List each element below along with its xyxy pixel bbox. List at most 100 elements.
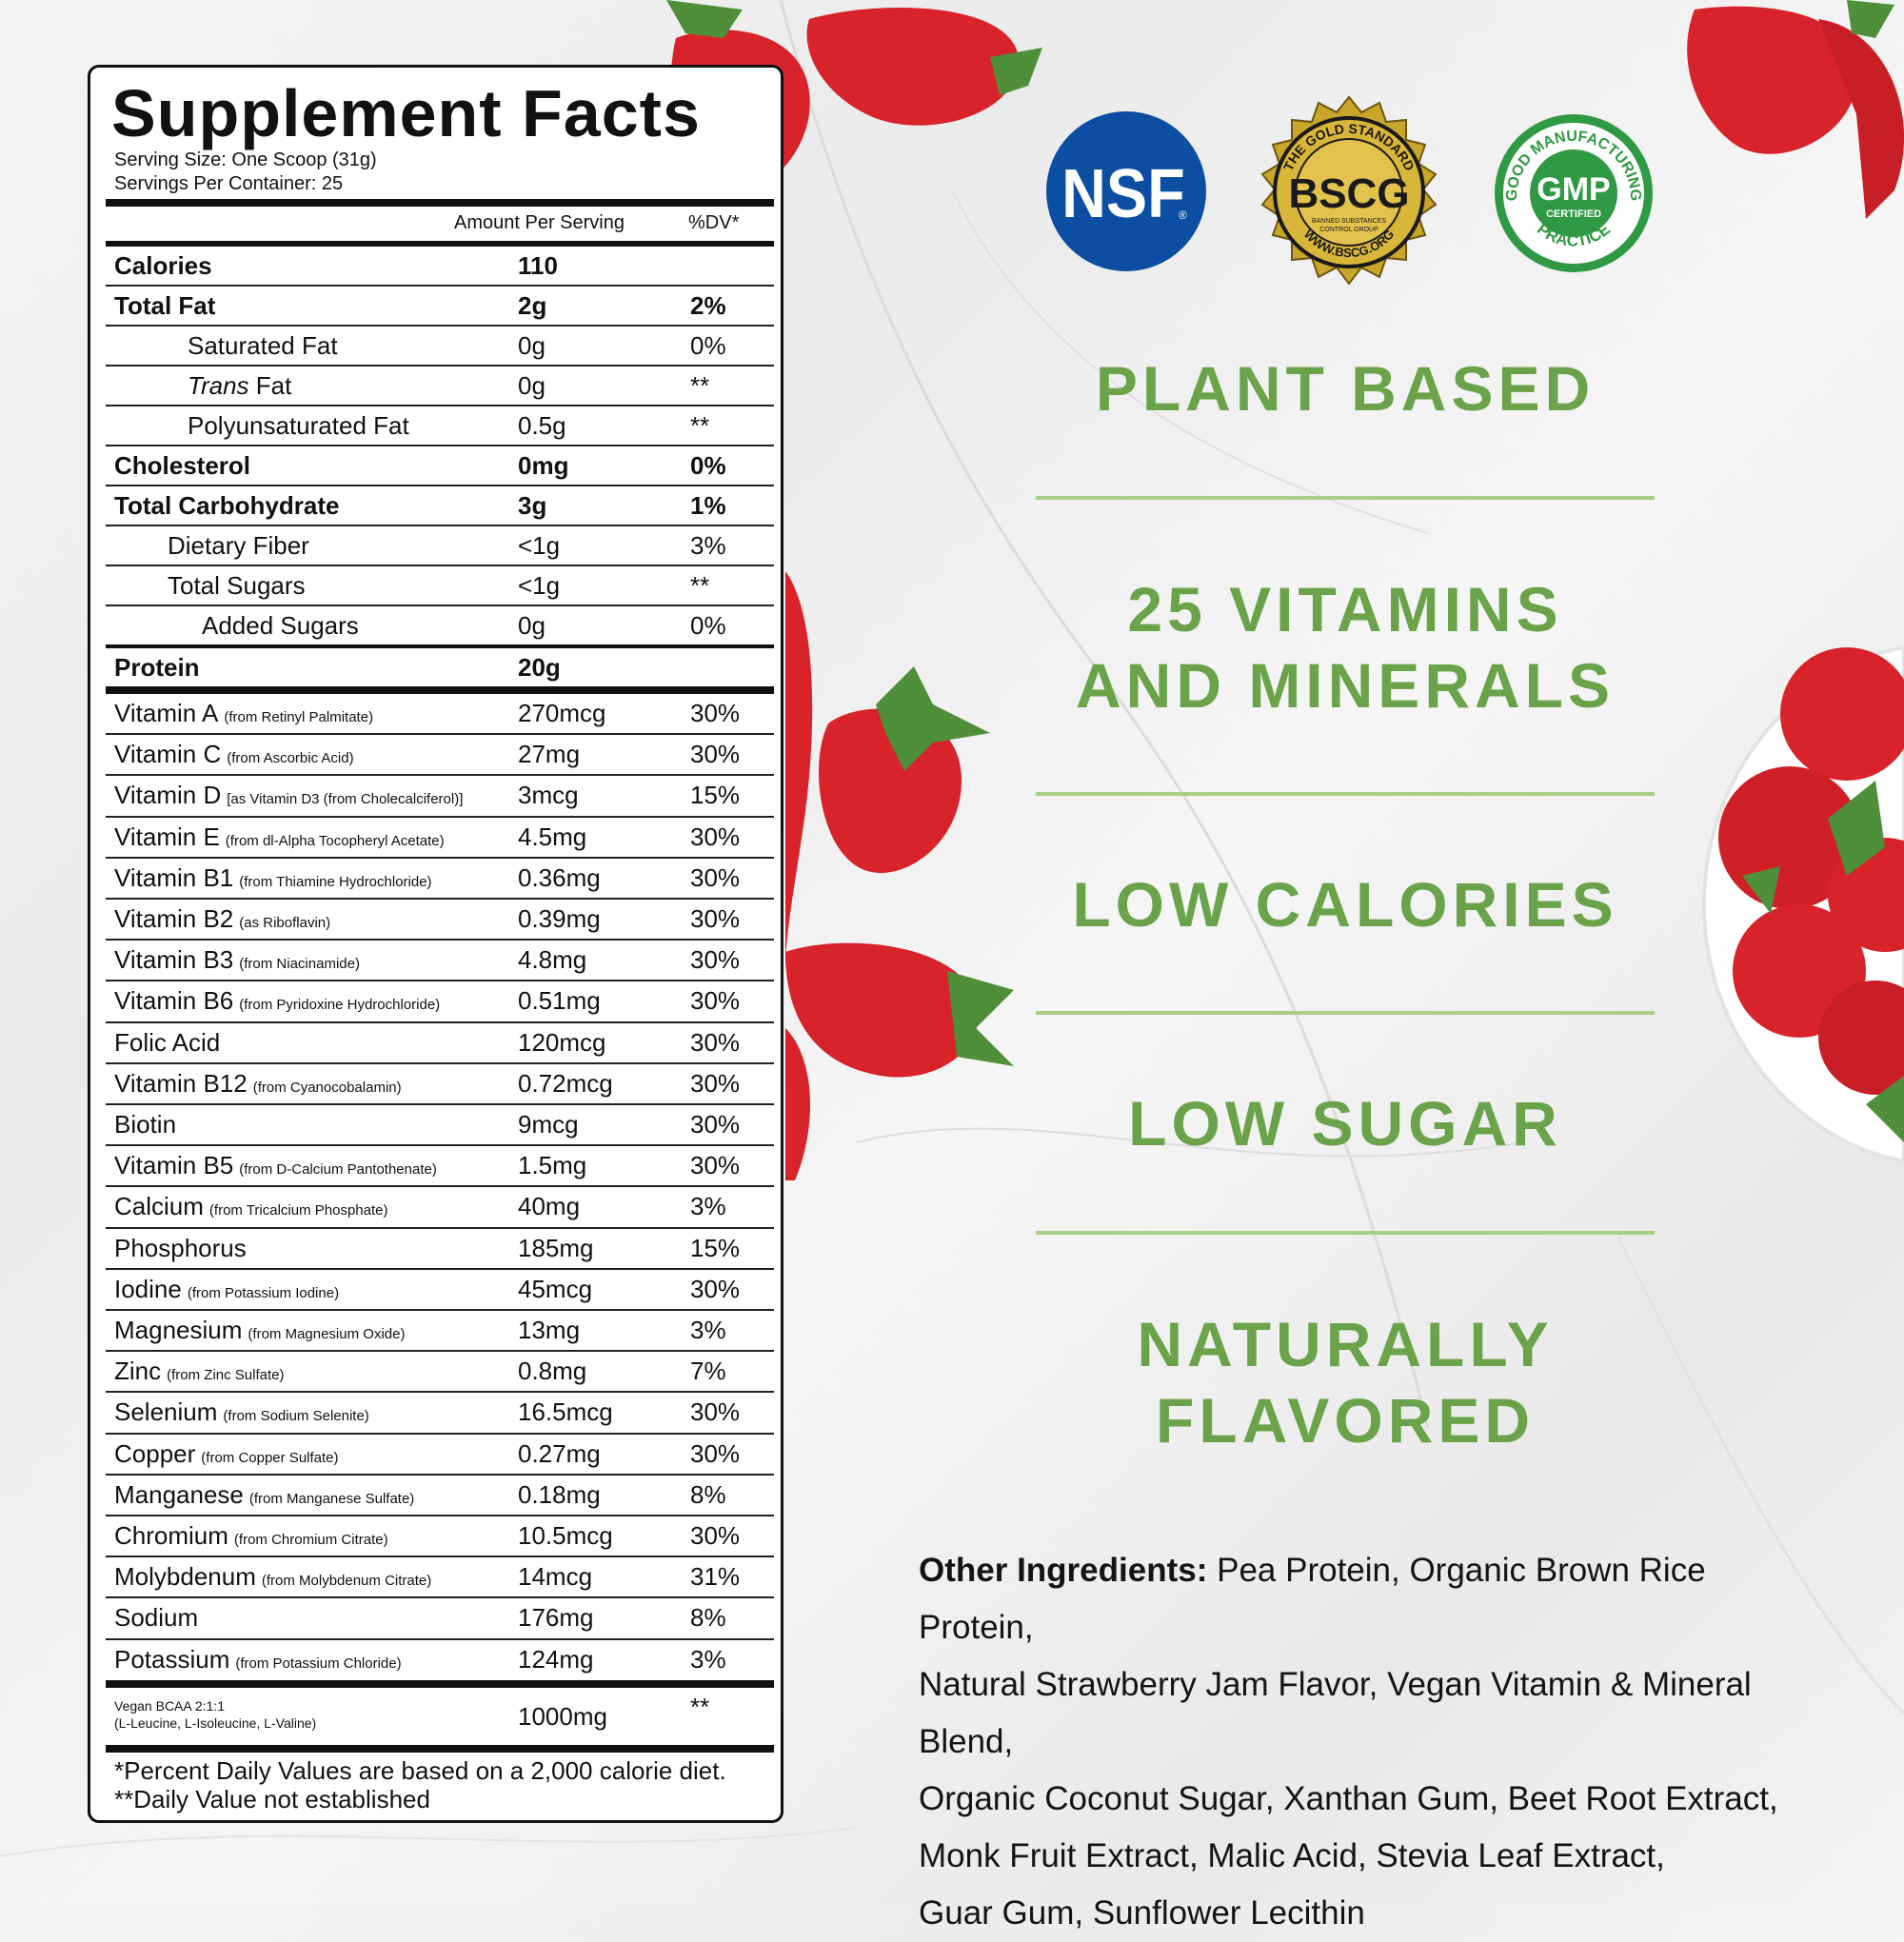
nutrient-dv: 30%: [690, 699, 741, 727]
nutrient-amount: 0g: [518, 611, 545, 640]
nutrient-amount: 0g: [518, 331, 545, 360]
nutrient-dv: 31%: [690, 1562, 741, 1592]
strawberry-icon: [785, 942, 1014, 1078]
nutrient-row-bcaa: Vegan BCAA 2:1:1 (L-Leucine, L-Isoleucin…: [106, 1688, 774, 1745]
divider: [106, 644, 774, 648]
vitamin-source: (from Molybdenum Citrate): [261, 1573, 432, 1590]
vitamin-name: Folic Acid: [114, 1027, 221, 1057]
vitamin-row: Calcium (from Tricalcium Phosphate) 40mg 3%: [106, 1187, 774, 1229]
vitamin-name: Copper: [114, 1438, 196, 1468]
vitamin-row: Manganese (from Manganese Sulfate) 0.18mg 8…: [106, 1476, 774, 1516]
vitamin-row: Vitamin B2 (as Riboflavin) 0.39mg 30%: [106, 900, 774, 941]
nutrient-dv: **: [690, 371, 710, 400]
nutrient-name: Added Sugars: [202, 611, 359, 640]
nutrient-name: Total Fat: [114, 291, 216, 320]
nutrient-dv: 30%: [690, 904, 741, 933]
vitamin-source: (from Cyanocobalamin): [252, 1079, 402, 1096]
vitamin-source: (from Thiamine Hydrochloride): [239, 873, 432, 890]
nutrient-amount: 40mg: [518, 1192, 581, 1221]
gmp-badge: GOOD MANUFACTURING PRACTICE GMP CERTIFIE…: [1495, 114, 1653, 272]
vitamin-source: (from Zinc Sulfate): [167, 1367, 285, 1384]
nutrient-dv: 30%: [690, 1068, 741, 1098]
nutrient-amount: 0.5g: [518, 411, 566, 440]
nutrient-amount: 2g: [518, 291, 547, 320]
nutrient-dv: 30%: [690, 1397, 741, 1427]
nutrient-row-total-carbohydrate: Total Carbohydrate 3g 1%: [106, 486, 774, 526]
header-amount: Amount Per Serving: [454, 212, 625, 233]
nutrient-amount: 27mg: [518, 740, 581, 769]
nutrient-amount: 0.8mg: [518, 1357, 587, 1386]
nutrient-dv: 15%: [690, 1233, 741, 1262]
nutrient-amount: 4.5mg: [518, 822, 587, 851]
vitamin-row: Magnesium (from Magnesium Oxide) 13mg 3%: [106, 1311, 774, 1353]
vitamin-source: (from Pyridoxine Hydrochloride): [239, 997, 441, 1014]
ingredients-line: Organic Coconut Sugar, Xanthan Gum, Beet…: [919, 1780, 1778, 1817]
fat-label: Fat: [248, 371, 292, 400]
thick-divider: [106, 686, 774, 694]
nutrient-row-protein: Protein 20g: [106, 648, 774, 686]
ingredients-line: Natural Strawberry Jam Flavor, Vegan Vit…: [919, 1666, 1752, 1760]
vitamin-row: Vitamin B3 (from Niacinamide) 4.8mg 30%: [106, 941, 774, 982]
vitamin-name: Vitamin B12: [114, 1068, 248, 1098]
vitamin-name: Vitamin E: [114, 822, 220, 851]
nutrient-name: Cholesterol: [114, 451, 251, 480]
vitamin-source: (from Ascorbic Acid): [227, 750, 354, 767]
nutrient-name: Vitamin A (from Retinyl Palmitate): [114, 694, 373, 732]
nsf-badge: NSF ®: [1046, 111, 1206, 271]
nutrient-amount: 16.5mcg: [518, 1397, 613, 1427]
nutrient-name: Manganese (from Manganese Sulfate): [114, 1476, 414, 1514]
vitamin-row: Iodine (from Potassium Iodine) 45mcg 30%: [106, 1270, 774, 1311]
nutrient-name: Phosphorus: [114, 1229, 247, 1267]
nutrient-dv: **: [690, 571, 710, 600]
vitamin-source: (from Tricalcium Phosphate): [208, 1202, 388, 1219]
nutrient-name: Selenium (from Sodium Selenite): [114, 1393, 369, 1431]
nutrient-name: Vitamin D [as Vitamin D3 (from Cholecalci…: [114, 776, 463, 814]
nutrient-amount: 13mg: [518, 1316, 581, 1344]
vitamin-row: Vitamin D [as Vitamin D3 (from Cholecalci…: [106, 776, 774, 818]
thick-divider: [106, 199, 774, 207]
vitamin-name: Chromium: [114, 1521, 228, 1550]
nutrient-row-polyunsaturated-fat: Polyunsaturated Fat 0.5g **: [106, 406, 774, 446]
nutrient-name: Potassium (from Potassium Chloride): [114, 1640, 402, 1678]
nutrient-row-total-sugars: Total Sugars <1g **: [106, 566, 774, 606]
nutrient-dv: 0%: [690, 611, 726, 640]
vitamin-row: Folic Acid 120mcg 30%: [106, 1023, 774, 1064]
vitamin-name: Manganese: [114, 1479, 244, 1509]
nutrient-name: Copper (from Copper Sulfate): [114, 1435, 339, 1473]
registered-mark: ®: [1179, 208, 1187, 222]
strawberry-icon: [785, 571, 813, 971]
vitamin-source: (as Riboflavin): [239, 915, 331, 931]
feature-line: 25 VITAMINS: [1127, 574, 1563, 644]
vitamin-source: (from Sodium Selenite): [223, 1408, 369, 1425]
vitamin-name: Potassium: [114, 1644, 230, 1674]
nutrient-dv: 30%: [690, 1438, 741, 1468]
nutrient-name: Total Sugars: [168, 571, 306, 600]
vitamin-row: Copper (from Copper Sulfate) 0.27mg 30%: [106, 1435, 774, 1476]
feature-divider: [1036, 496, 1655, 500]
vitamin-row: Vitamin E (from dl-Alpha Tocopheryl Aceta…: [106, 818, 774, 859]
thick-divider: [106, 1680, 774, 1688]
nutrient-dv: 30%: [690, 1151, 741, 1180]
nutrient-dv: 30%: [690, 740, 741, 769]
nutrient-dv: 8%: [690, 1603, 726, 1633]
bscg-sub1: BANNED SUBSTANCES: [1312, 218, 1386, 225]
nutrient-amount: 10.5mcg: [518, 1521, 613, 1550]
vitamin-name: Biotin: [114, 1110, 177, 1139]
vitamin-source: (from Magnesium Oxide): [248, 1326, 406, 1342]
feature-naturally-flavored: NATURALLY FLAVORED: [1036, 1306, 1655, 1458]
gmp-text: GMP: [1537, 171, 1610, 208]
nutrient-amount: <1g: [518, 571, 561, 600]
vitamin-row: Phosphorus 185mg 15%: [106, 1229, 774, 1270]
nutrient-name: Vitamin E (from dl-Alpha Tocopheryl Aceta…: [114, 818, 445, 856]
nutrient-amount: 0.36mg: [518, 862, 601, 892]
nutrient-row-saturated-fat: Saturated Fat 0g 0%: [106, 327, 774, 367]
nutrient-name: Calories: [114, 251, 212, 280]
nutrient-row-dietary-fiber: Dietary Fiber <1g 3%: [106, 526, 774, 566]
vitamin-source: (from Copper Sulfate): [201, 1449, 339, 1466]
vitamin-name: Selenium: [114, 1397, 218, 1427]
nutrient-name: Folic Acid: [114, 1023, 220, 1061]
vitamin-name: Vitamin D: [114, 781, 222, 810]
nutrient-name: Sodium: [114, 1598, 198, 1636]
nutrient-name: Calcium (from Tricalcium Phosphate): [114, 1187, 387, 1225]
